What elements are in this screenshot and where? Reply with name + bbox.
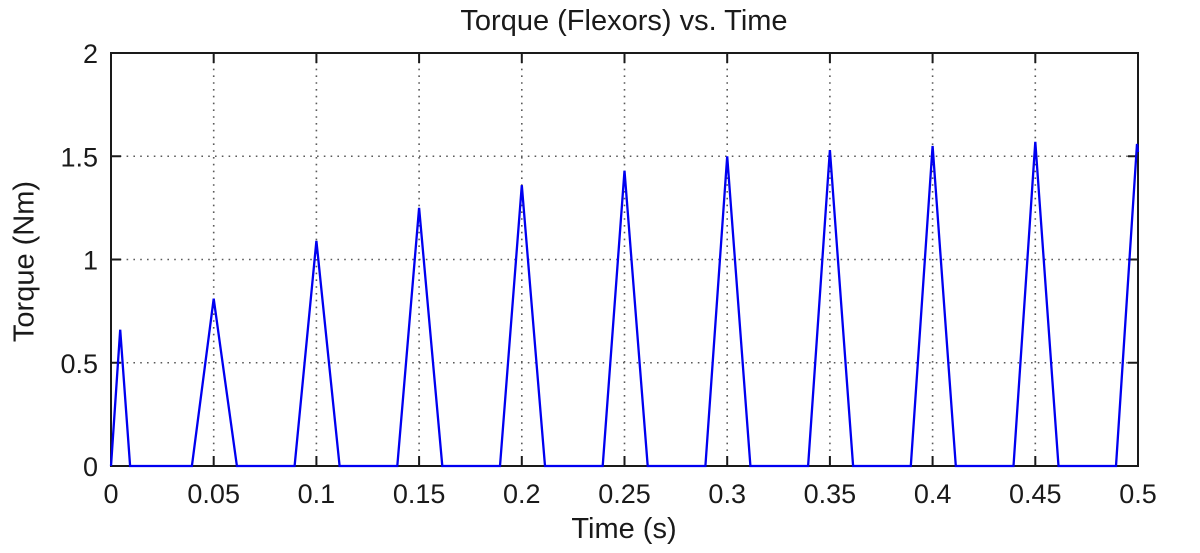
y-tick-label: 2	[83, 39, 98, 69]
chart-title: Torque (Flexors) vs. Time	[460, 5, 788, 37]
x-tick-label: 0.3	[708, 479, 746, 509]
x-axis-label: Time (s)	[571, 513, 677, 545]
x-tick-label: 0.25	[598, 479, 651, 509]
y-axis-label: Torque (Nm)	[8, 180, 41, 343]
x-tick-label: 0.2	[503, 479, 541, 509]
x-tick-label: 0.15	[393, 479, 446, 509]
x-tick-label: 0.45	[1009, 479, 1062, 509]
x-tick-label: 0.05	[187, 479, 240, 509]
y-tick-label: 1	[83, 246, 98, 276]
y-tick-label: 0	[83, 452, 98, 482]
x-tick-label: 0	[103, 479, 118, 509]
x-tick-label: 0.35	[804, 479, 857, 509]
y-tick-label: 0.5	[60, 349, 98, 379]
y-tick-label: 1.5	[60, 142, 98, 172]
x-tick-label: 0.1	[298, 479, 336, 509]
x-tick-label: 0.5	[1119, 479, 1157, 509]
torque-series-line	[109, 141, 1140, 468]
x-tick-label: 0.4	[914, 479, 952, 509]
